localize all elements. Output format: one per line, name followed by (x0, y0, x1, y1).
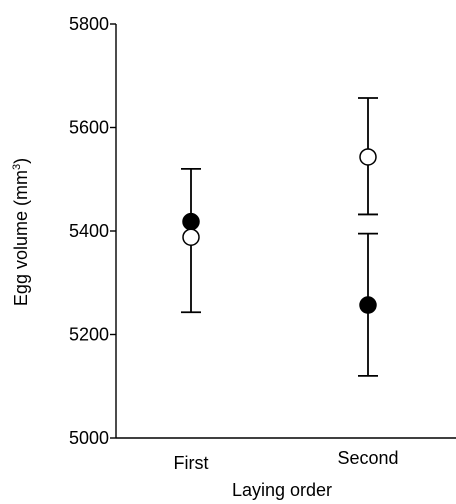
x-tick-label: First (174, 453, 209, 473)
axes (115, 24, 456, 439)
error-bars (181, 97, 378, 377)
open-circle-point (182, 228, 200, 246)
x-ticks: First Second (174, 448, 399, 473)
x-axis-title: Laying order (232, 480, 332, 500)
y-tick-label: 5600 (69, 118, 109, 138)
open-circle-point (359, 148, 377, 166)
y-ticks: 5000 5200 5400 5600 5800 (69, 14, 116, 448)
data-points (182, 148, 377, 314)
y-axis-title: Egg volume (mm3) (11, 158, 31, 306)
filled-circle-point (182, 212, 200, 231)
y-tick-label: 5400 (69, 221, 109, 241)
y-tick-label: 5800 (69, 14, 109, 34)
y-axis-title-superscript: 3 (11, 164, 23, 170)
y-tick-label: 5200 (69, 325, 109, 345)
y-axis-title-close: ) (11, 158, 31, 164)
x-tick-label: Second (337, 448, 398, 468)
y-tick-label: 5000 (69, 428, 109, 448)
filled-circle-point (359, 296, 377, 314)
y-axis-title-main: Egg volume (mm (11, 170, 31, 306)
